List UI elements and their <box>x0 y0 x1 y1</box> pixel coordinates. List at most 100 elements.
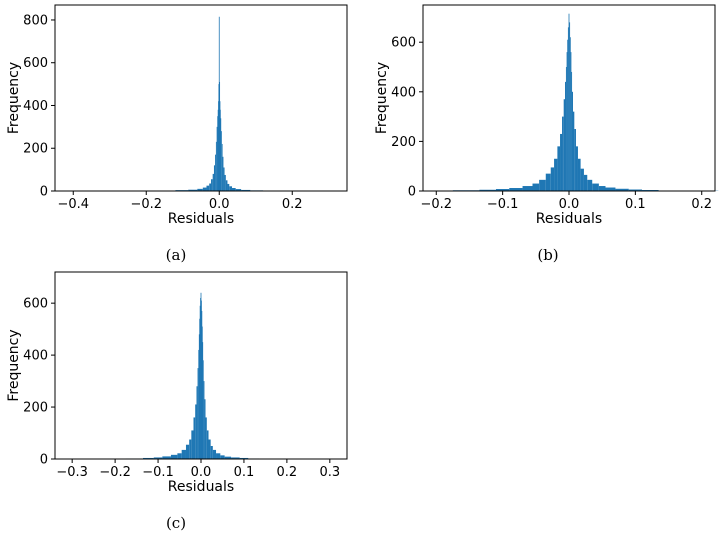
histogram-bar <box>191 430 194 459</box>
x-axis-label: Residuals <box>168 479 234 495</box>
histogram-bar <box>220 118 222 191</box>
histogram-bar <box>221 131 222 191</box>
histogram-bar <box>565 67 567 191</box>
histogram-bar <box>209 183 212 191</box>
y-tick-label: 400 <box>391 85 416 100</box>
histogram-bar <box>200 292 202 459</box>
x-tick-label: −0.1 <box>142 465 174 480</box>
histogram-bar <box>583 174 588 191</box>
histogram-bar <box>203 381 205 459</box>
histogram-bar <box>566 52 568 192</box>
histogram-bar <box>199 305 201 459</box>
histogram-bar <box>215 141 217 191</box>
x-tick-label: 0.2 <box>691 197 712 212</box>
y-tick-label: 600 <box>23 297 48 312</box>
histogram-bar <box>577 158 581 191</box>
panel-caption: (a) <box>166 246 187 264</box>
histogram-bar <box>215 154 216 191</box>
y-tick-label: 400 <box>23 349 48 364</box>
x-tick-label: 0.2 <box>277 465 298 480</box>
histogram-bar <box>212 449 217 459</box>
histogram-bar <box>217 116 219 191</box>
histogram-bar <box>227 183 230 191</box>
histogram-bar <box>571 91 573 191</box>
histogram-bar <box>201 326 203 459</box>
y-tick-label: 0 <box>408 185 416 200</box>
histogram-bar <box>232 188 236 191</box>
y-axis-label: Frequency <box>6 329 22 401</box>
histogram-bar <box>539 179 546 191</box>
x-axis-label: Residuals <box>168 211 234 227</box>
y-tick-label: 0 <box>40 185 48 200</box>
histogram-bar <box>565 81 567 191</box>
y-tick-label: 600 <box>391 36 416 51</box>
panel-caption: (b) <box>537 246 558 264</box>
histogram-bar <box>545 173 551 191</box>
histogram-bar <box>200 297 201 459</box>
x-tick-label: 0.1 <box>625 197 646 212</box>
histogram-bar <box>201 310 203 459</box>
axes-frame <box>54 4 348 192</box>
histogram-bar <box>550 167 555 191</box>
histogram-bar <box>241 189 251 191</box>
chart-panel-b: −0.2 −0.1 0.0 0.1 0.2 0 200 400 600 Residuals Freq… <box>374 4 719 264</box>
x-tick-label: −0.4 <box>57 197 89 212</box>
histogram-bar <box>563 99 566 191</box>
x-tick-label: −0.2 <box>130 197 162 212</box>
histogram-bar <box>479 189 496 191</box>
chart-panel-a: −0.4 −0.2 0.0 0.2 0 200 400 600 800 Residuals Freq… <box>6 4 348 264</box>
x-tick-label: −0.1 <box>487 197 519 212</box>
histogram-bar <box>225 180 228 191</box>
y-tick-label: 600 <box>23 56 48 71</box>
histogram-bar <box>204 399 206 459</box>
histogram-bar <box>496 189 510 191</box>
x-tick-label: −0.2 <box>99 465 131 480</box>
histogram-bar <box>569 37 571 191</box>
histogram-bar <box>587 179 593 191</box>
x-axis-label: Residuals <box>536 211 602 227</box>
x-tick-label: −0.3 <box>56 465 88 480</box>
histogram-bar <box>219 109 221 191</box>
y-tick-label: 0 <box>40 453 48 468</box>
histogram-bar <box>570 52 572 192</box>
histogram-bar <box>197 368 199 459</box>
x-tick-label: 0.3 <box>319 465 340 480</box>
x-tick-label: 0.1 <box>234 465 255 480</box>
histogram-bar <box>198 334 200 459</box>
histogram-bar <box>605 187 616 191</box>
histogram-bar <box>195 404 197 459</box>
histogram-bar <box>229 186 233 191</box>
histogram-bar <box>580 168 584 191</box>
histogram-bar <box>162 456 171 459</box>
histogram-bar <box>202 360 204 459</box>
histogram-bar <box>188 189 198 191</box>
histogram-bar <box>554 158 558 191</box>
panel-caption: (c) <box>166 514 186 532</box>
histogram-bar <box>574 129 576 191</box>
histogram-bar <box>153 457 163 459</box>
histogram-bar <box>615 188 629 191</box>
histogram-bar <box>562 116 564 191</box>
x-tick-label: 0.0 <box>559 197 580 212</box>
panels: −0.4 −0.2 0.0 0.2 0 200 400 600 800 Residuals Freq… <box>6 4 719 532</box>
histogram-bar <box>239 457 249 459</box>
histogram-bar <box>557 146 561 191</box>
histogram-bar <box>210 446 213 459</box>
histogram-bar <box>568 13 570 192</box>
histogram-bar <box>197 188 203 191</box>
x-tick-label: 0.0 <box>209 197 230 212</box>
histogram-bar <box>560 133 563 191</box>
histogram-bar <box>224 456 232 459</box>
histogram-bar <box>201 300 202 459</box>
histogram-bar <box>235 189 242 191</box>
histogram-bar <box>202 342 204 460</box>
histogram-bar <box>185 444 190 459</box>
y-tick-label: 800 <box>23 13 48 28</box>
histogram-bar <box>220 455 225 459</box>
histogram-bar <box>216 126 218 191</box>
histogram-bar <box>206 430 209 459</box>
x-tick-label: 0.0 <box>191 465 212 480</box>
y-axis-label: Frequency <box>6 62 22 134</box>
